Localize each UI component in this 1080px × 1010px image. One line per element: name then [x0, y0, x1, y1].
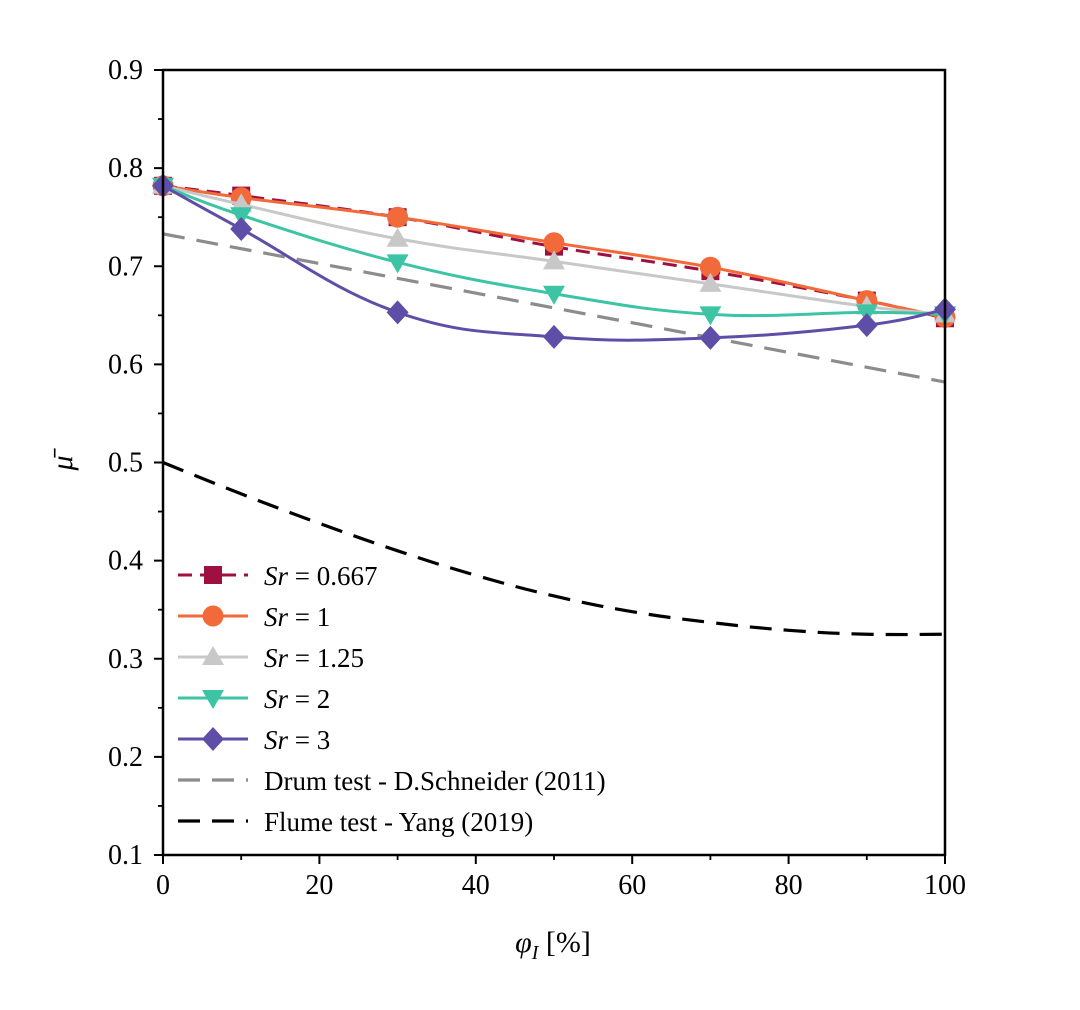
- y-tick-label: 0.1: [108, 840, 143, 871]
- legend-item-1: Sr = 0.667: [178, 561, 378, 591]
- series-layer: [152, 173, 956, 350]
- data-point-series-5-5: [699, 325, 722, 350]
- legend-label: Drum test - D.Schneider (2011): [264, 766, 606, 796]
- y-tick-label: 0.5: [108, 448, 143, 479]
- legend-label: Sr = 3: [264, 725, 330, 755]
- legend-marker: [202, 727, 224, 751]
- x-tick-label: 40: [462, 870, 490, 901]
- legend-label: Sr = 0.667: [264, 561, 378, 591]
- x-axis-label-subscript: I: [531, 942, 540, 964]
- legend-item-5: Sr = 3: [178, 725, 330, 755]
- legend-label: Sr = 1.25: [264, 643, 364, 673]
- y-tick-label: 0.9: [108, 55, 143, 86]
- axis-labels: φI [%] μ̄: [46, 447, 591, 964]
- x-tick-label: 0: [156, 870, 170, 901]
- data-point-series-3-4: [543, 250, 565, 270]
- legend-marker: [204, 566, 222, 584]
- legend-label: Sr = 2: [264, 684, 330, 714]
- y-tick-label: 0.3: [108, 644, 143, 675]
- x-axis-label-symbol: φ: [515, 926, 532, 959]
- x-axis-label: φI [%]: [515, 926, 591, 964]
- reference-lines: [162, 232, 946, 637]
- legend-marker: [202, 690, 224, 709]
- data-point-series-5-4: [543, 324, 565, 349]
- legend-item-ref-1: Drum test - D.Schneider (2011): [178, 766, 606, 796]
- data-point-series-5-3: [386, 300, 409, 325]
- x-tick-label: 60: [618, 870, 646, 901]
- y-tick-label: 0.7: [108, 251, 143, 282]
- reference-line-1: [162, 232, 946, 384]
- data-point-series-2-5: [699, 256, 721, 278]
- legend-marker: [202, 605, 224, 627]
- y-tick-label: 0.8: [108, 153, 143, 184]
- series-5: [152, 173, 956, 350]
- legend: Sr = 0.667 Sr = 1 Sr = 1.25 Sr = 2 Sr = 3 Dru…: [178, 561, 606, 837]
- y-tick-label: 0.2: [108, 742, 143, 773]
- data-point-series-4-3: [386, 254, 409, 274]
- legend-item-3: Sr = 1.25: [178, 643, 364, 673]
- legend-label: Flume test - Yang (2019): [264, 807, 533, 837]
- x-tick-label: 80: [775, 870, 803, 901]
- data-point-series-4-5: [699, 306, 722, 326]
- axes: 0.1 0.2 0.3 0.4 0.5 0.6 0.7 0.8 0.9 0 20 40 60 80 100: [108, 55, 966, 901]
- legend-item-ref-2: Flume test - Yang (2019): [178, 807, 533, 837]
- data-point-series-2-4: [543, 232, 565, 254]
- data-point-series-5-6: [855, 313, 878, 338]
- x-tick-label: 20: [305, 870, 333, 901]
- data-point-series-4-2: [230, 207, 253, 227]
- data-point-series-3-3: [386, 227, 409, 247]
- data-point-series-5-2: [230, 216, 253, 241]
- legend-item-4: Sr = 2: [178, 684, 330, 714]
- data-point-series-3-5: [699, 272, 722, 292]
- x-axis-label-unit: [%]: [538, 926, 590, 959]
- legend-label: Sr = 1: [264, 602, 330, 632]
- data-point-series-4-4: [543, 285, 565, 305]
- y-tick-label: 0.6: [108, 349, 143, 380]
- legend-item-2: Sr = 1: [178, 602, 330, 632]
- y-tick-label: 0.4: [108, 546, 143, 577]
- legend-marker: [202, 646, 224, 665]
- x-tick-label: 100: [924, 870, 966, 901]
- data-point-series-2-3: [387, 206, 409, 228]
